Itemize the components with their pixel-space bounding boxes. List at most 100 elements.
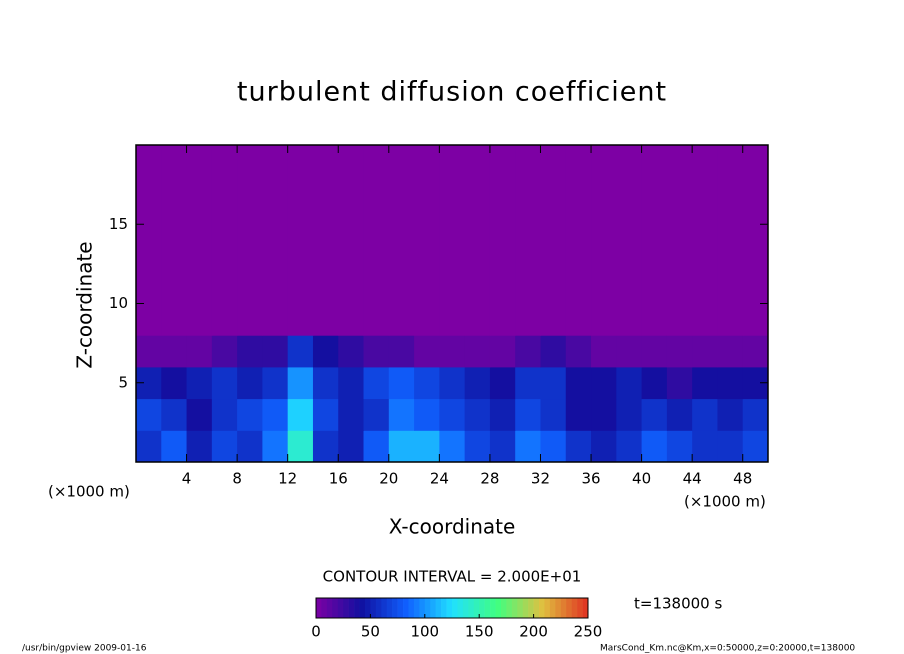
cell: [136, 335, 162, 368]
cell: [565, 398, 592, 431]
colorbar-swatch: [452, 598, 458, 618]
cell: [388, 335, 415, 368]
colorbar-swatch: [539, 598, 545, 618]
colorbar-swatch: [354, 598, 360, 618]
cell: [616, 335, 643, 368]
cell: [742, 398, 769, 431]
cell: [717, 430, 744, 463]
cell: [312, 145, 339, 336]
cell: [540, 335, 567, 368]
cell: [692, 398, 718, 431]
cell: [312, 430, 339, 463]
cell: [287, 145, 314, 336]
cell: [136, 398, 162, 431]
cell: [565, 335, 592, 368]
colorbar-tick-label: 50: [361, 623, 380, 641]
cell: [338, 366, 365, 400]
cell: [464, 335, 491, 368]
cell: [161, 366, 188, 400]
contour-interval: CONTOUR INTERVAL = 2.000E+01: [323, 568, 582, 586]
colorbar-swatch: [506, 598, 513, 618]
cell: [161, 398, 188, 431]
colorbar-tick-label: 200: [519, 623, 548, 641]
cell: [641, 366, 668, 400]
cell: [692, 430, 718, 463]
colorbar-swatch: [419, 598, 426, 618]
cell: [489, 430, 516, 463]
cell: [262, 398, 289, 431]
cell: [666, 335, 693, 368]
cell: [338, 335, 365, 368]
cell: [641, 335, 668, 368]
cell: [464, 366, 491, 400]
x-tick-label: 24: [430, 470, 449, 488]
cell: [515, 398, 541, 431]
colorbar-swatch: [560, 598, 567, 618]
colorbar-swatch: [473, 598, 480, 618]
colorbar-swatch: [566, 598, 572, 618]
cell: [515, 430, 541, 463]
cell: [641, 145, 668, 336]
cell: [717, 398, 744, 431]
cell: [237, 398, 263, 431]
colorbar-swatch: [528, 598, 534, 618]
colorbar-swatch: [468, 598, 475, 618]
colorbar-swatch: [484, 598, 491, 618]
cell: [439, 335, 466, 368]
colorbar-swatch: [397, 598, 404, 618]
cell: [312, 366, 339, 400]
cell: [363, 335, 390, 368]
cell: [388, 430, 415, 463]
cell: [414, 398, 440, 431]
cell: [464, 145, 491, 336]
colorbar-swatch: [364, 598, 371, 618]
cell: [237, 366, 263, 400]
cell: [338, 398, 365, 431]
cell: [363, 145, 390, 336]
cell: [717, 335, 744, 368]
colorbar-swatch: [343, 598, 349, 618]
cell: [666, 366, 693, 400]
x-tick-label: 40: [632, 470, 651, 488]
cell: [237, 335, 263, 368]
cell: [717, 366, 744, 400]
cell: [565, 430, 592, 463]
cell: [414, 366, 440, 400]
cell: [338, 145, 365, 336]
colorbar-swatch: [446, 598, 453, 618]
cell: [591, 430, 617, 463]
cell: [717, 145, 744, 336]
cell: [616, 145, 643, 336]
colorbar-swatch: [435, 598, 442, 618]
colorbar-swatch: [430, 598, 436, 618]
x-tick-label: 48: [733, 470, 752, 488]
y-tick-label: 15: [109, 215, 128, 233]
cell: [136, 145, 162, 336]
colorbar-swatch: [403, 598, 409, 618]
cell: [439, 398, 466, 431]
colorbar-swatch: [462, 598, 469, 618]
cell: [641, 430, 668, 463]
colorbar-swatch: [441, 598, 447, 618]
cell: [742, 145, 769, 336]
colorbar-swatch: [457, 598, 464, 618]
colorbar-swatch: [392, 598, 398, 618]
x-tick-label: 4: [182, 470, 192, 488]
x-tick-label: 28: [480, 470, 499, 488]
cell: [287, 430, 314, 463]
cell: [262, 145, 289, 336]
colorbar-swatch: [413, 598, 420, 618]
colorbar-swatch: [511, 598, 518, 618]
cell: [666, 145, 693, 336]
colorbar-swatch: [577, 598, 583, 618]
cell: [464, 430, 491, 463]
colorbar-swatch: [479, 598, 485, 618]
cell: [489, 366, 516, 400]
cell: [211, 145, 238, 336]
colorbar-swatch: [370, 598, 377, 618]
colorbar-swatch: [571, 598, 578, 618]
cell: [287, 335, 314, 368]
cell: [262, 335, 289, 368]
x-tick-label: 8: [232, 470, 242, 488]
